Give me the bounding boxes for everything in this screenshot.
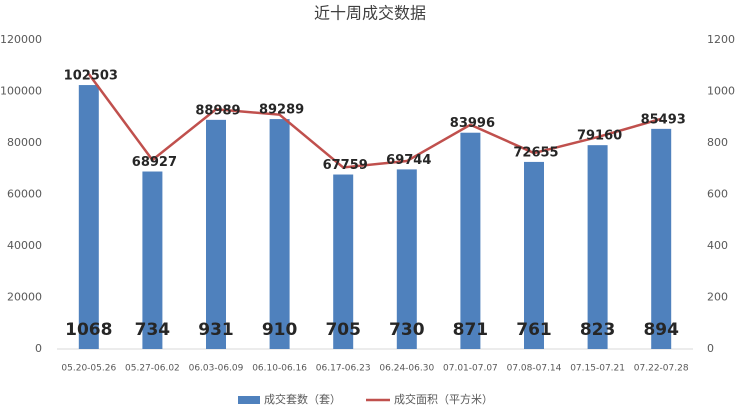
- line-value-label: 910: [262, 320, 298, 340]
- bar: [78, 85, 99, 349]
- bar-value-label: 68927: [132, 155, 177, 170]
- line-value-label: 1068: [65, 320, 112, 340]
- bar-value-label: 88989: [195, 103, 240, 118]
- x-tick-label: 06.17-06.23: [316, 364, 371, 374]
- bar: [206, 119, 226, 349]
- bar: [651, 128, 672, 349]
- y-tick-label: 120000: [0, 33, 42, 46]
- x-tick-label: 06.24-06.30: [379, 364, 434, 374]
- bar-value-label: 67759: [323, 158, 368, 173]
- y2-tick-label: 0: [707, 342, 714, 355]
- legend-label: 成交套数（套）: [264, 392, 341, 406]
- chart-title: 近十周成交数据: [314, 4, 426, 23]
- x-tick-label: 07.22-07.28: [634, 364, 689, 374]
- x-tick-label: 06.03-06.09: [189, 364, 244, 374]
- y-tick-label: 60000: [7, 188, 42, 201]
- legend-label: 成交面积（平方米）: [394, 392, 493, 406]
- line-value-label: 705: [325, 320, 361, 340]
- x-tick-label: 07.01-07.07: [443, 364, 498, 374]
- bar: [524, 161, 544, 349]
- bar-value-label: 85493: [641, 112, 686, 127]
- y2-tick-label: 1000: [707, 85, 735, 98]
- line-value-label: 730: [389, 320, 425, 340]
- y-tick-label: 80000: [7, 136, 42, 149]
- bar: [142, 171, 163, 349]
- bar: [396, 169, 417, 349]
- y-tick-label: 40000: [7, 239, 42, 252]
- bar: [269, 119, 290, 349]
- y-tick-label: 100000: [0, 85, 42, 98]
- y2-tick-label: 400: [707, 239, 728, 252]
- bar-value-label: 83996: [450, 116, 495, 131]
- y2-tick-label: 1200: [707, 33, 735, 46]
- line-value-label: 894: [643, 320, 679, 340]
- bar-value-label: 69744: [386, 153, 431, 168]
- y2-tick-label: 200: [707, 291, 728, 304]
- line-value-label: 931: [198, 320, 234, 340]
- bar-value-label: 72655: [513, 145, 558, 160]
- line-value-label: 823: [580, 320, 616, 340]
- bar-value-label: 102503: [64, 69, 118, 84]
- x-tick-label: 07.08-07.14: [507, 364, 562, 374]
- bar: [587, 145, 608, 349]
- y2-tick-label: 800: [707, 136, 728, 149]
- line-value-label: 734: [135, 320, 171, 340]
- bar-value-label: 89289: [259, 103, 304, 118]
- x-tick-label: 07.15-07.21: [570, 364, 625, 374]
- line-value-label: 871: [453, 320, 489, 340]
- bar: [333, 174, 354, 349]
- y-tick-label: 20000: [7, 291, 42, 304]
- line-value-label: 761: [516, 320, 552, 340]
- x-tick-label: 06.10-06.16: [252, 364, 307, 374]
- x-tick-label: 05.20-05.26: [61, 364, 116, 374]
- y-tick-label: 0: [35, 342, 42, 355]
- x-tick-label: 05.27-06.02: [125, 364, 180, 374]
- line: [87, 73, 662, 169]
- bar: [460, 132, 481, 349]
- y2-tick-label: 600: [707, 188, 728, 201]
- legend-swatch: [238, 396, 260, 404]
- bar-value-label: 79160: [577, 129, 622, 144]
